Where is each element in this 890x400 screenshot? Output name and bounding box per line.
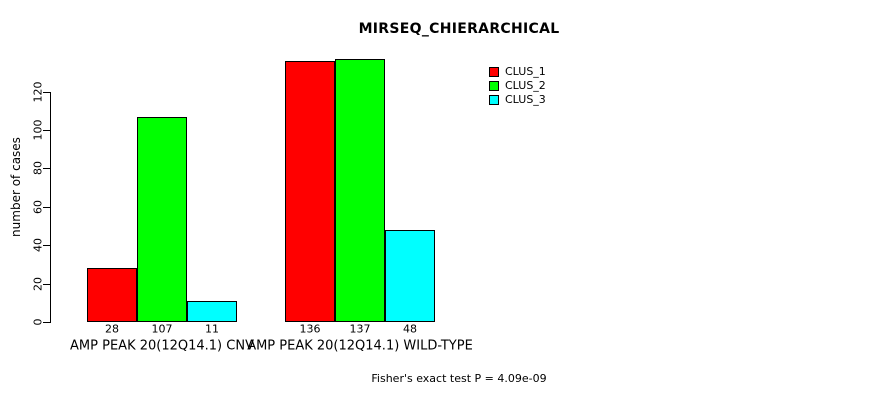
legend-label: CLUS_1 (505, 65, 546, 78)
bar-value-label: 11 (205, 322, 219, 336)
y-axis-tick (43, 206, 50, 208)
legend-label: CLUS_3 (505, 93, 546, 106)
bar-clus_2-group2 (335, 58, 385, 322)
y-axis (50, 91, 51, 323)
bar-clus_2-group1 (137, 116, 187, 322)
legend-label: CLUS_2 (505, 79, 546, 92)
bar-clus_3-group1 (187, 300, 237, 322)
y-axis-tick (43, 245, 50, 247)
y-axis-tick (43, 322, 50, 323)
y-axis-tick (43, 130, 50, 131)
y-axis-tick-label: 40 (31, 238, 45, 253)
bar-value-label: 136 (299, 322, 321, 336)
legend-swatch-clus_2 (489, 81, 499, 91)
y-axis-tick-label: 0 (31, 318, 45, 326)
legend-item: CLUS_2 (489, 79, 546, 93)
annotation-text: Fisher's exact test P = 4.09e-09 (371, 372, 547, 385)
legend-item: CLUS_3 (489, 93, 546, 107)
bar-value-label: 137 (349, 322, 371, 336)
bar-value-label: 107 (151, 322, 173, 336)
bar-clus_1-group2 (285, 60, 335, 322)
y-axis-tick-label: 100 (31, 119, 45, 141)
legend-swatch-clus_1 (489, 67, 499, 77)
x-category-label: AMP PEAK 20(12Q14.1) WILD-TYPE (247, 338, 473, 354)
bar-clus_3-group2 (385, 229, 435, 322)
y-axis-tick-label: 20 (31, 276, 45, 291)
bar-value-label: 48 (403, 322, 417, 336)
legend-swatch-clus_3 (489, 95, 499, 105)
bar-clus_1-group1 (87, 268, 137, 322)
chart-title: MIRSEQ_CHIERARCHICAL (358, 21, 560, 37)
y-axis-tick-label: 60 (31, 199, 45, 214)
y-axis-tick (43, 283, 50, 285)
y-axis-tick-label: 80 (31, 161, 45, 176)
y-axis-tick-label: 120 (31, 81, 45, 103)
y-axis-label: number of cases (9, 137, 23, 237)
legend-item: CLUS_1 (489, 65, 546, 79)
x-category-label: AMP PEAK 20(12Q14.1) CNV (70, 338, 254, 354)
legend: CLUS_1 CLUS_2 CLUS_3 (489, 65, 546, 107)
bar-value-label: 28 (105, 322, 119, 336)
y-axis-tick (43, 91, 50, 93)
y-axis-tick (43, 168, 50, 170)
